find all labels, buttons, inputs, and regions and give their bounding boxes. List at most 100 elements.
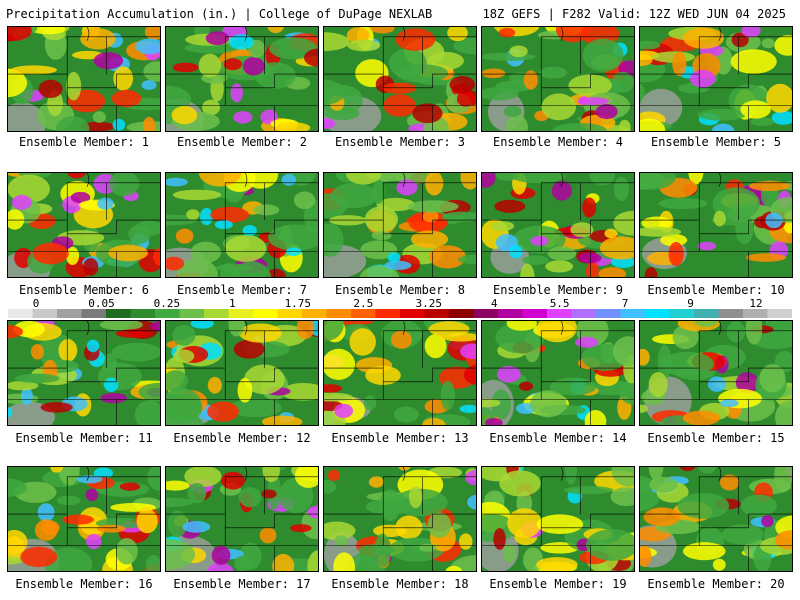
colorbar-cell [302, 309, 327, 318]
ensemble-member-label: Ensemble Member: 3 [334, 135, 466, 149]
ensemble-member-label: Ensemble Member: 18 [331, 577, 469, 591]
ensemble-member-map [639, 320, 793, 426]
colorbar-tick-label: 4 [490, 297, 498, 310]
ensemble-member-map [7, 320, 161, 426]
colorbar-cell [694, 309, 719, 318]
colorbar-tick-label: 1 [229, 297, 236, 310]
ensemble-member-label: Ensemble Member: 2 [176, 135, 308, 149]
precip-map-svg [640, 321, 792, 425]
colorbar-cell [767, 309, 792, 318]
ensemble-member-label: Ensemble Member: 20 [647, 577, 785, 591]
colorbar-cell [473, 309, 499, 318]
colorbar-cell [743, 309, 768, 318]
colorbar-cell [326, 309, 352, 318]
precip-map-svg [324, 321, 476, 425]
precip-map-svg [482, 321, 634, 425]
colorbar-cell [253, 309, 278, 318]
colorbar-cell [375, 309, 401, 318]
ensemble-member-map [323, 320, 477, 426]
colorbar-cell [130, 309, 156, 318]
ensemble-member-map [639, 172, 793, 278]
ensemble-member-label: Ensemble Member: 1 [18, 135, 150, 149]
ensemble-member-map [481, 466, 635, 572]
ensemble-member-map [323, 172, 477, 278]
precip-map-svg [482, 467, 634, 571]
colorbar-tick-label: 7 [621, 297, 629, 310]
ensemble-member-label: Ensemble Member: 8 [334, 283, 466, 297]
ensemble-member-map [639, 466, 793, 572]
colorbar-cell [620, 309, 646, 318]
precip-map-svg [324, 27, 476, 131]
ensemble-member-map [165, 320, 319, 426]
ensemble-member-map [165, 172, 319, 278]
precip-map-svg [324, 467, 476, 571]
colorbar-cell [351, 309, 376, 318]
colorbar-cell [8, 309, 33, 318]
precip-map-svg [482, 27, 634, 131]
colorbar-tick-label: 12 [749, 297, 763, 310]
colorbar-tick-label: 0 [32, 297, 40, 310]
precip-map-svg [640, 467, 792, 571]
colorbar-cell [522, 309, 548, 318]
colorbar-cell [547, 309, 572, 318]
valid-time-label: 18Z GEFS | F282 Valid: 12Z WED JUN 04 20… [482, 7, 786, 21]
colorbar-cell [204, 309, 229, 318]
colorbar-cell [498, 309, 523, 318]
colorbar-cell [179, 309, 205, 318]
ensemble-member-map [7, 26, 161, 132]
colorbar-tick-label: 9 [687, 297, 694, 310]
ensemble-member-map [481, 320, 635, 426]
ensemble-member-map [481, 26, 635, 132]
colorbar-cell [81, 309, 107, 318]
precip-map-svg [640, 173, 792, 277]
ensemble-member-label: Ensemble Member: 9 [492, 283, 624, 297]
header: Precipitation Accumulation (in.) | Colle… [0, 0, 800, 24]
precip-map-svg [166, 27, 318, 131]
ensemble-member-label: Ensemble Member: 17 [173, 577, 311, 591]
precip-map-svg [8, 173, 160, 277]
ensemble-member-map [481, 172, 635, 278]
colorbar-strip [8, 309, 792, 318]
colorbar-cell [400, 309, 425, 318]
ensemble-member-label: Ensemble Member: 15 [647, 431, 785, 445]
ensemble-member-label: Ensemble Member: 19 [489, 577, 627, 591]
page-title: Precipitation Accumulation (in.) | Colle… [6, 7, 433, 21]
colorbar-cell [596, 309, 621, 318]
colorbar-cell [718, 309, 744, 318]
colorbar-tick-label: 5.5 [549, 297, 570, 310]
precip-map-svg [482, 173, 634, 277]
colorbar-cell [277, 309, 303, 318]
ensemble-member-label: Ensemble Member: 16 [15, 577, 153, 591]
ensemble-member-label: Ensemble Member: 10 [647, 283, 785, 297]
ensemble-member-map [165, 466, 319, 572]
colorbar-cell [669, 309, 695, 318]
ensemble-member-map [639, 26, 793, 132]
precip-map-svg [166, 173, 318, 277]
colorbar-tick-label: 2.5 [353, 297, 374, 310]
precip-map-svg [8, 467, 160, 571]
precip-map-svg [640, 27, 792, 131]
ensemble-member-label: Ensemble Member: 13 [331, 431, 469, 445]
ensemble-member-map [323, 466, 477, 572]
colorbar-cell [228, 309, 254, 318]
ensemble-member-label: Ensemble Member: 4 [492, 135, 624, 149]
precip-map-svg [324, 173, 476, 277]
colorbar-cell [155, 309, 180, 318]
colorbar-tick-label: 1.75 [284, 297, 312, 310]
colorbar-cell [424, 309, 450, 318]
ensemble-member-label: Ensemble Member: 11 [15, 431, 153, 445]
colorbar-tick-label: 0.05 [88, 297, 115, 310]
colorbar-cell [645, 309, 670, 318]
colorbar: 0 0.05 0.25 1 1.75 2.5 3.25 4 5.5 7 9 12 [8, 297, 792, 321]
ensemble-member-map [7, 172, 161, 278]
ensemble-member-map [7, 466, 161, 572]
colorbar-cell [106, 309, 131, 318]
ensemble-member-map [165, 26, 319, 132]
precip-map-svg [166, 467, 318, 571]
colorbar-cell [571, 309, 597, 318]
ensemble-member-label: Ensemble Member: 12 [173, 431, 311, 445]
precip-map-svg [8, 321, 160, 425]
ensemble-member-label: Ensemble Member: 7 [176, 283, 308, 297]
ensemble-member-label: Ensemble Member: 14 [489, 431, 627, 445]
ensemble-member-label: Ensemble Member: 6 [18, 283, 150, 297]
